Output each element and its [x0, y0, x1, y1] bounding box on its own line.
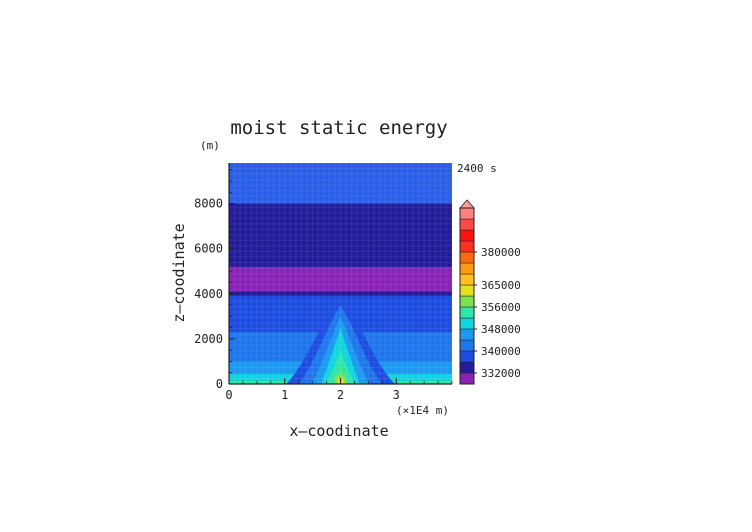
colorbar-frame: [459, 207, 475, 385]
energy-band: [229, 163, 452, 204]
y-tick-label: 6000: [194, 242, 223, 256]
colorbar-segment: [459, 273, 475, 286]
x-tick-label: 3: [393, 388, 400, 402]
x-axis-label: x—coodinate: [289, 422, 388, 440]
x-unit-label: (×1E4 m): [396, 404, 449, 417]
y-unit-label: (m): [200, 139, 220, 152]
y-tick-label: 0: [216, 377, 223, 391]
chart-title: moist static energy: [230, 117, 447, 139]
colorbar-segment: [459, 229, 475, 242]
axes: 0 1 2 3 0 2000 4000 6000 8000: [194, 163, 453, 402]
y-axis-label: z—coodinate: [170, 223, 188, 322]
x-tick-label: 1: [281, 388, 288, 402]
colorbar: 332000 340000 348000 356000 365000 380000: [459, 199, 521, 385]
colorbar-segment: [459, 306, 475, 319]
colorbar-segment: [459, 339, 475, 352]
colorbar-segment: [459, 218, 475, 231]
colorbar-segment: [459, 361, 475, 374]
colorbar-segment: [459, 295, 475, 308]
plot-area: [228, 162, 453, 385]
colorbar-tick-label: 380000: [481, 246, 521, 259]
colorbar-tick-label: 340000: [481, 345, 521, 358]
x-tick-label: 2: [337, 388, 344, 402]
colorbar-tick-label: 348000: [481, 323, 521, 336]
colorbar-segment: [459, 317, 475, 330]
colorbar-segment: [459, 207, 475, 220]
colorbar-segment: [459, 328, 475, 341]
colorbar-segment: [459, 262, 475, 275]
y-tick-label: 2000: [194, 332, 223, 346]
colorbar-segment: [459, 240, 475, 253]
plume-contour: [327, 347, 354, 384]
colorbar-segment: [459, 284, 475, 297]
colorbar-segment: [459, 251, 475, 264]
energy-band: [229, 203, 452, 267]
colorbar-segment: [459, 350, 475, 363]
energy-band: [229, 266, 452, 292]
y-tick-label: 4000: [194, 287, 223, 301]
colorbar-segment: [459, 372, 475, 385]
colorbar-tick-label: 365000: [481, 279, 521, 292]
colorbar-tick-label: 332000: [481, 367, 521, 380]
y-tick-label: 8000: [194, 197, 223, 211]
colorbar-extend-arrow: [459, 199, 475, 209]
colorbar-tick-label: 356000: [481, 301, 521, 314]
x-tick-label: 0: [225, 388, 232, 402]
time-label: 2400 s: [457, 162, 497, 175]
